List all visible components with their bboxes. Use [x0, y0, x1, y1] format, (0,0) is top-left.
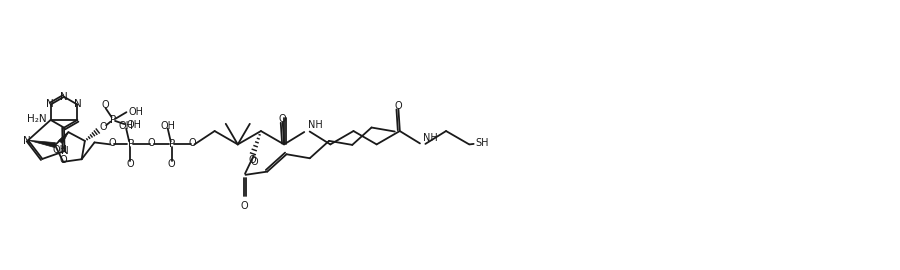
Polygon shape [28, 140, 56, 147]
Text: N: N [60, 92, 68, 102]
Text: O: O [102, 100, 109, 110]
Text: P: P [169, 139, 176, 149]
Text: OH: OH [52, 145, 67, 155]
Text: N: N [22, 136, 31, 146]
Text: O: O [248, 155, 256, 165]
Text: O: O [126, 159, 134, 169]
Text: OH: OH [119, 121, 134, 131]
Text: O: O [60, 155, 68, 165]
Text: O: O [147, 138, 155, 148]
Text: N: N [60, 146, 68, 156]
Text: O: O [278, 114, 286, 124]
Text: O: O [100, 122, 107, 131]
Text: SH: SH [475, 139, 489, 148]
Text: O: O [240, 201, 248, 211]
Text: N: N [75, 99, 82, 109]
Text: NH: NH [423, 133, 438, 143]
Text: OH: OH [129, 107, 144, 117]
Text: P: P [128, 139, 134, 149]
Text: O: O [168, 159, 176, 169]
Text: O: O [250, 157, 257, 167]
Text: OH: OH [160, 121, 176, 131]
Text: NH: NH [308, 120, 322, 130]
Text: P: P [111, 115, 117, 125]
Text: O: O [108, 138, 115, 148]
Text: H₂N: H₂N [27, 114, 47, 124]
Text: O: O [394, 100, 401, 110]
Text: O: O [189, 138, 196, 148]
Text: N: N [46, 99, 53, 109]
Polygon shape [58, 132, 68, 144]
Text: OH: OH [127, 120, 142, 130]
